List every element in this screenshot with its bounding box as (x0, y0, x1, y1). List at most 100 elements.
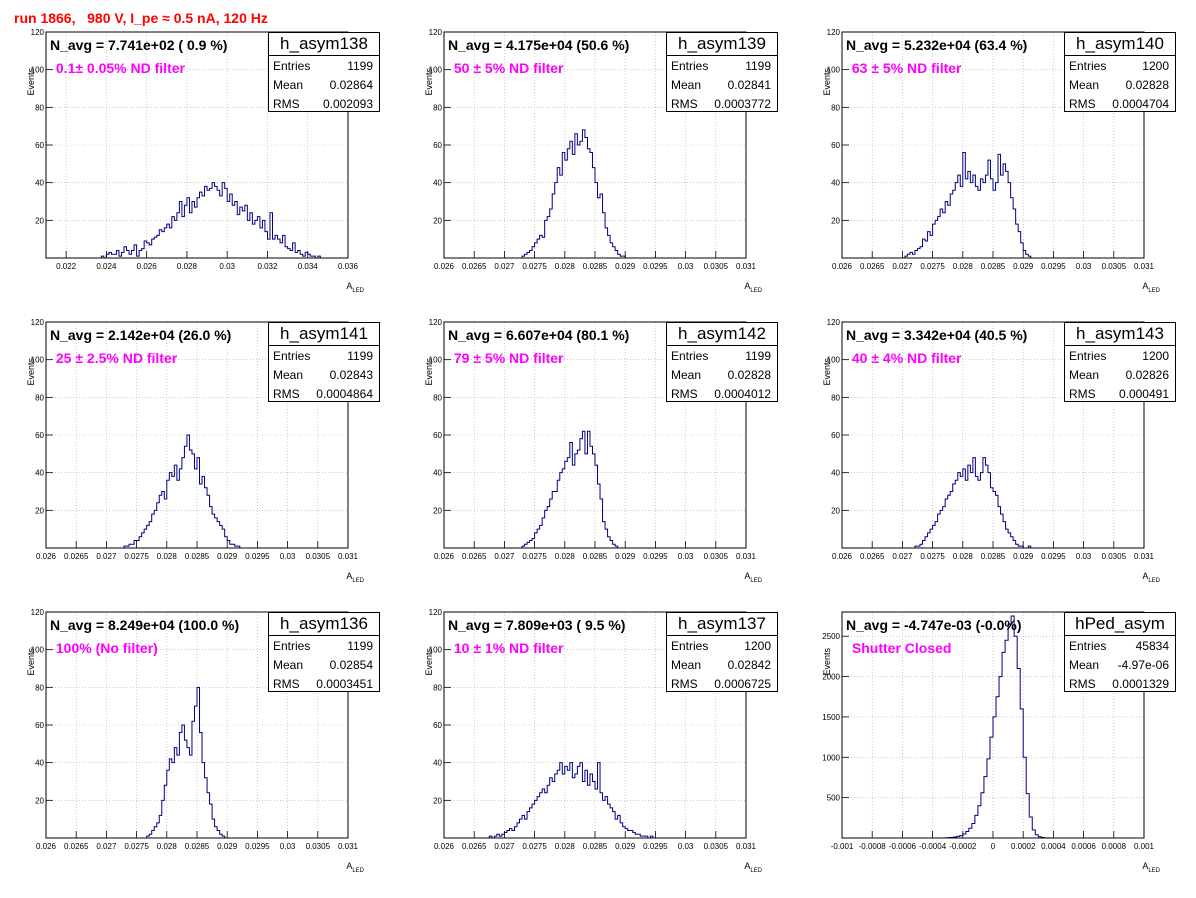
x-tick-label: 0.026 (137, 262, 158, 271)
x-tick-label: 0.029 (615, 842, 636, 851)
y-tick-label: 120 (429, 318, 443, 327)
x-tick-label: 0.0305 (704, 552, 729, 561)
x-tick-label: 0.03 (1076, 262, 1092, 271)
filter-annotation: Shutter Closed (848, 640, 952, 656)
x-axis-label-subscript: LED (1148, 867, 1160, 874)
filter-annotation: 25 ± 2.5% ND filter (52, 350, 178, 366)
stats-mean-label: Mean (671, 657, 702, 672)
y-tick-label: 20 (831, 506, 840, 515)
stats-rms-label: RMS (1069, 386, 1096, 401)
histogram-plot: 0.026 0.0265 0.027 0.0275 0.028 0.0285 0.029 0.… (827, 318, 1155, 561)
y-tick-label: 100 (31, 66, 45, 75)
x-axis-label-subscript: LED (352, 867, 364, 874)
x-tick-label: 0.03 (678, 262, 694, 271)
histogram-panel-h_asym143: 0.026 0.0265 0.027 0.0275 0.028 0.0285 0.029 0.… (796, 318, 1194, 608)
stats-entries-label: Entries (1069, 348, 1107, 363)
histogram-plot: 0.026 0.0265 0.027 0.0275 0.028 0.0285 0.029 0.… (827, 28, 1155, 271)
x-axis-label: ALED (1142, 571, 1160, 584)
stats-entries-label: Entries (273, 638, 311, 653)
x-tick-label: 0.0265 (462, 262, 487, 271)
stats-box: h_asym138 Entries 1199 Mean 0.02864 RMS 0.0020… (268, 32, 380, 112)
filter-annotation: 79 ± 5% ND filter (450, 350, 564, 366)
stats-mean-value: 0.02828 (727, 367, 771, 382)
x-tick-label: 0.0295 (1041, 262, 1066, 271)
histogram-name: h_asym143 (1065, 323, 1175, 346)
x-tick-label: 0.031 (736, 552, 757, 561)
stats-rms-value: 0.0004012 (714, 386, 771, 401)
x-tick-label: -0.0006 (889, 842, 917, 851)
stats-mean-value: 0.02864 (329, 77, 373, 92)
y-tick-label: 60 (433, 721, 442, 730)
x-tick-label: 0.029 (1013, 262, 1034, 271)
stats-box: h_asym136 Entries 1199 Mean 0.02854 RMS 0.0003… (268, 612, 380, 692)
x-axis-label: ALED (346, 861, 364, 874)
y-tick-label: 120 (827, 318, 841, 327)
x-axis-label: ALED (346, 571, 364, 584)
x-tick-label: 0.03 (280, 842, 296, 851)
stats-entries-row: Entries 1199 (667, 56, 777, 75)
y-axis-label: Events (822, 648, 832, 676)
histogram-plot: 0.026 0.0265 0.027 0.0275 0.028 0.0285 0.029 0.… (429, 28, 757, 271)
y-tick-label: 100 (429, 646, 443, 655)
navg-label: N_avg = 4.175e+04 (50.6 %) (448, 37, 630, 53)
stats-entries-label: Entries (273, 58, 311, 73)
stats-entries-label: Entries (273, 348, 311, 363)
stats-entries-value: 1199 (745, 58, 771, 73)
stats-rms-row: RMS 0.002093 (269, 94, 379, 113)
x-tick-label: 0.0295 (643, 552, 668, 561)
y-tick-label: 60 (35, 431, 44, 440)
histogram-name: h_asym140 (1065, 33, 1175, 56)
x-tick-label: 0.03 (219, 262, 235, 271)
x-tick-label: 0.0275 (522, 262, 547, 271)
histogram-name: h_asym136 (269, 613, 379, 636)
stats-mean-label: Mean (1069, 367, 1100, 382)
x-tick-label: 0.028 (555, 262, 576, 271)
histogram-panel-hPed_asym: -0.001 -0.0008 -0.0006 -0.0004 -0.0002 0 0.000… (796, 608, 1194, 898)
navg-label: N_avg = 8.249e+04 (100.0 %) (50, 617, 240, 633)
y-tick-label: 120 (827, 28, 841, 37)
histogram-panel-h_asym137: 0.026 0.0265 0.027 0.0275 0.028 0.0285 0.029 0.… (398, 608, 796, 898)
stats-rms-row: RMS 0.0004704 (1065, 94, 1175, 113)
x-tick-label: 0.0295 (643, 262, 668, 271)
y-tick-label: 60 (433, 141, 442, 150)
stats-entries-value: 45834 (1135, 638, 1169, 653)
x-tick-label: 0.027 (96, 842, 117, 851)
navg-label: N_avg = 7.809e+03 ( 9.5 %) (448, 617, 626, 633)
navg-label: N_avg = 3.342e+04 (40.5 %) (846, 327, 1028, 343)
histogram-plot: 0.026 0.0265 0.027 0.0275 0.028 0.0285 0.029 0.… (429, 318, 757, 561)
x-tick-label: 0.0305 (704, 262, 729, 271)
stats-entries-label: Entries (671, 348, 709, 363)
histogram-plot: 0.026 0.0265 0.027 0.0275 0.028 0.0285 0.029 0.… (429, 608, 757, 851)
y-tick-label: 100 (827, 356, 841, 365)
x-tick-label: -0.0004 (919, 842, 947, 851)
x-tick-label: 0.0285 (583, 552, 608, 561)
x-tick-label: 0.0295 (1041, 552, 1066, 561)
x-tick-label: 0.027 (494, 262, 515, 271)
x-tick-label: 0.029 (217, 552, 238, 561)
x-tick-label: 0.026 (832, 262, 853, 271)
stats-entries-value: 1200 (744, 638, 771, 653)
x-tick-label: 0.028 (953, 262, 974, 271)
y-tick-label: 2500 (822, 632, 840, 641)
histogram-panel-h_asym138: 0.022 0.024 0.026 0.028 0.03 0.032 0.034 0.036 2… (0, 28, 398, 318)
stats-rms-value: 0.0003772 (714, 96, 771, 111)
navg-label: N_avg = 7.741e+02 ( 0.9 %) (50, 37, 228, 53)
stats-rms-label: RMS (671, 96, 698, 111)
y-tick-label: 60 (35, 721, 44, 730)
stats-mean-row: Mean 0.02828 (667, 365, 777, 384)
y-tick-label: 80 (831, 393, 840, 402)
navg-label: N_avg = 5.232e+04 (63.4 %) (846, 37, 1028, 53)
x-tick-label: 0.028 (953, 552, 974, 561)
stats-entries-row: Entries 1199 (269, 636, 379, 655)
histogram-name: h_asym141 (269, 323, 379, 346)
stats-mean-value: 0.02828 (1125, 77, 1169, 92)
stats-entries-row: Entries 1199 (667, 346, 777, 365)
histogram-panel-h_asym136: 0.026 0.0265 0.027 0.0275 0.028 0.0285 0.029 0.… (0, 608, 398, 898)
stats-mean-value: 0.02843 (329, 367, 373, 382)
x-tick-label: 0.027 (892, 262, 913, 271)
histogram-plot: 0.026 0.0265 0.027 0.0275 0.028 0.0285 0.029 0.… (31, 318, 359, 561)
y-tick-label: 20 (35, 506, 44, 515)
y-tick-label: 40 (433, 759, 442, 768)
y-tick-label: 80 (433, 683, 442, 692)
y-tick-label: 100 (429, 356, 443, 365)
